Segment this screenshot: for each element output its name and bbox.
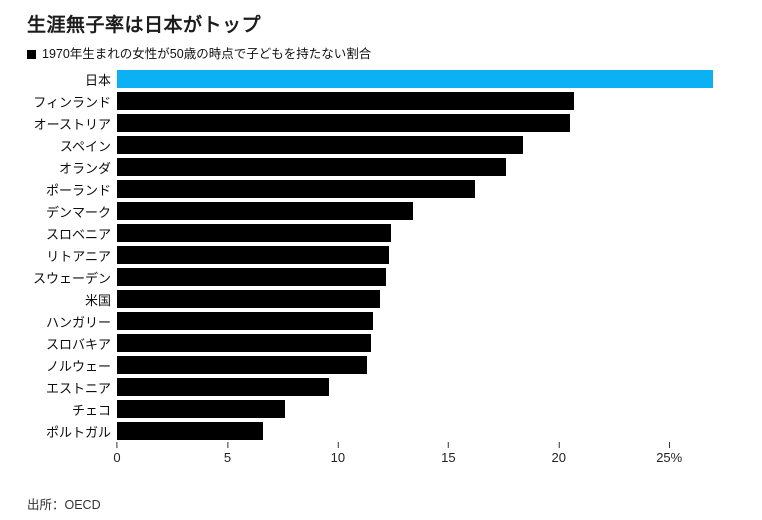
bar [117, 268, 387, 286]
category-label: デンマーク [45, 204, 111, 220]
bar-track [117, 290, 762, 308]
bar-track [117, 202, 762, 220]
x-axis-tick: 10 [331, 442, 345, 465]
bar [117, 356, 367, 374]
bar [117, 422, 263, 440]
bar-track [117, 114, 762, 132]
bar-row: ポルトガル [0, 420, 762, 442]
category-label: スウェーデン [32, 270, 111, 286]
tick-label: 25% [656, 450, 683, 465]
tick-mark [447, 442, 449, 448]
bar [117, 334, 372, 352]
bar-track [117, 158, 762, 176]
bar-row: ノルウェー [0, 354, 762, 376]
bar [117, 290, 380, 308]
category-label: チェコ [71, 402, 111, 418]
category-label: ハンガリー [45, 314, 111, 330]
category-label: スペイン [59, 138, 111, 154]
bar-track [117, 400, 762, 418]
bar-track [117, 92, 762, 110]
tick-label: 5 [223, 450, 232, 465]
x-axis-tick: 25% [656, 442, 682, 465]
tick-mark [226, 442, 228, 448]
bar-track [117, 312, 762, 330]
category-label: スロベニア [45, 226, 111, 242]
bar [117, 158, 506, 176]
x-axis-tick: 5 [224, 442, 231, 465]
bar-row: エストニア [0, 376, 762, 398]
bar [117, 378, 330, 396]
bar [117, 92, 575, 110]
bar-track [117, 422, 762, 440]
tick-label: 20 [551, 450, 566, 465]
bar-track [117, 136, 762, 154]
bar [117, 202, 413, 220]
bar-row: スウェーデン [0, 266, 762, 288]
bar-row: リトアニア [0, 244, 762, 266]
bar-row: オランダ [0, 156, 762, 178]
bar [117, 246, 389, 264]
legend-swatch-icon [27, 49, 36, 59]
bar-rows: 日本フィンランド オーストリアスペインオランダポーランドデンマークスロベニアリトア… [0, 68, 762, 442]
bar [117, 70, 714, 88]
bar-row: 米国 [0, 288, 762, 310]
bar-row: ポーランド [0, 178, 762, 200]
bar-track [117, 246, 762, 264]
bar [117, 114, 570, 132]
bar-track [117, 356, 762, 374]
bar-track [117, 378, 762, 396]
bar [117, 180, 475, 198]
bar-row: オーストリア [0, 112, 762, 134]
bar-chart: 日本フィンランド オーストリアスペインオランダポーランドデンマークスロベニアリトア… [0, 68, 762, 468]
bar-row: スペイン [0, 134, 762, 156]
chart-page: 生涯無子率は日本がトップ 1970年生まれの女性が50歳の時点で子どもを持たない… [0, 13, 762, 520]
category-label: ポルトガル [45, 424, 111, 440]
bar-track [117, 224, 762, 242]
category-label: ノルウェー [45, 358, 111, 374]
category-label: リトアニア [46, 248, 111, 264]
category-label: フィンランド [33, 94, 111, 110]
bar [117, 136, 524, 154]
category-label: ポーランド [45, 182, 111, 198]
category-label: スロバキア [45, 336, 111, 352]
tick-mark [337, 442, 339, 448]
x-axis: 0 5 10 15 20 25% [113, 442, 762, 468]
category-label: エストニア [45, 380, 111, 396]
bar-row: スロベニア [0, 222, 762, 244]
tick-label: 15 [441, 450, 456, 465]
bar-row: フィンランド [0, 90, 762, 112]
tick-mark [116, 442, 118, 448]
source-note: 出所：OECD [27, 498, 101, 512]
x-axis-tick: 0 [113, 442, 121, 465]
legend-label: 1970年生まれの女性が50歳の時点で子どもを持たない割合 [42, 47, 372, 61]
bar-row: ハンガリー [0, 310, 762, 332]
category-label: オーストリア [33, 116, 111, 132]
bar-row: 日本 [0, 68, 762, 90]
bar-track [117, 334, 762, 352]
tick-mark [558, 442, 560, 448]
bar-row: スロバキア [0, 332, 762, 354]
tick-label: 10 [330, 450, 346, 465]
category-label: 米国 [84, 292, 111, 308]
bar-row: デンマーク [0, 200, 762, 222]
legend: 1970年生まれの女性が50歳の時点で子どもを持たない割合 [27, 46, 762, 62]
tick-label: 0 [113, 450, 121, 465]
bar-track [117, 180, 762, 198]
page-title: 生涯無子率は日本がトップ [27, 15, 262, 36]
bar [117, 312, 374, 330]
x-axis-tick: 15 [441, 442, 456, 465]
bar-track [117, 70, 762, 88]
x-axis-tick: 20 [552, 442, 566, 465]
bar-row: チェコ [0, 398, 762, 420]
tick-mark [668, 442, 670, 448]
bar [117, 400, 285, 418]
bar-track [117, 268, 762, 286]
category-label: オランダ [58, 160, 111, 176]
bar [117, 224, 391, 242]
category-label: 日本 [84, 72, 111, 88]
